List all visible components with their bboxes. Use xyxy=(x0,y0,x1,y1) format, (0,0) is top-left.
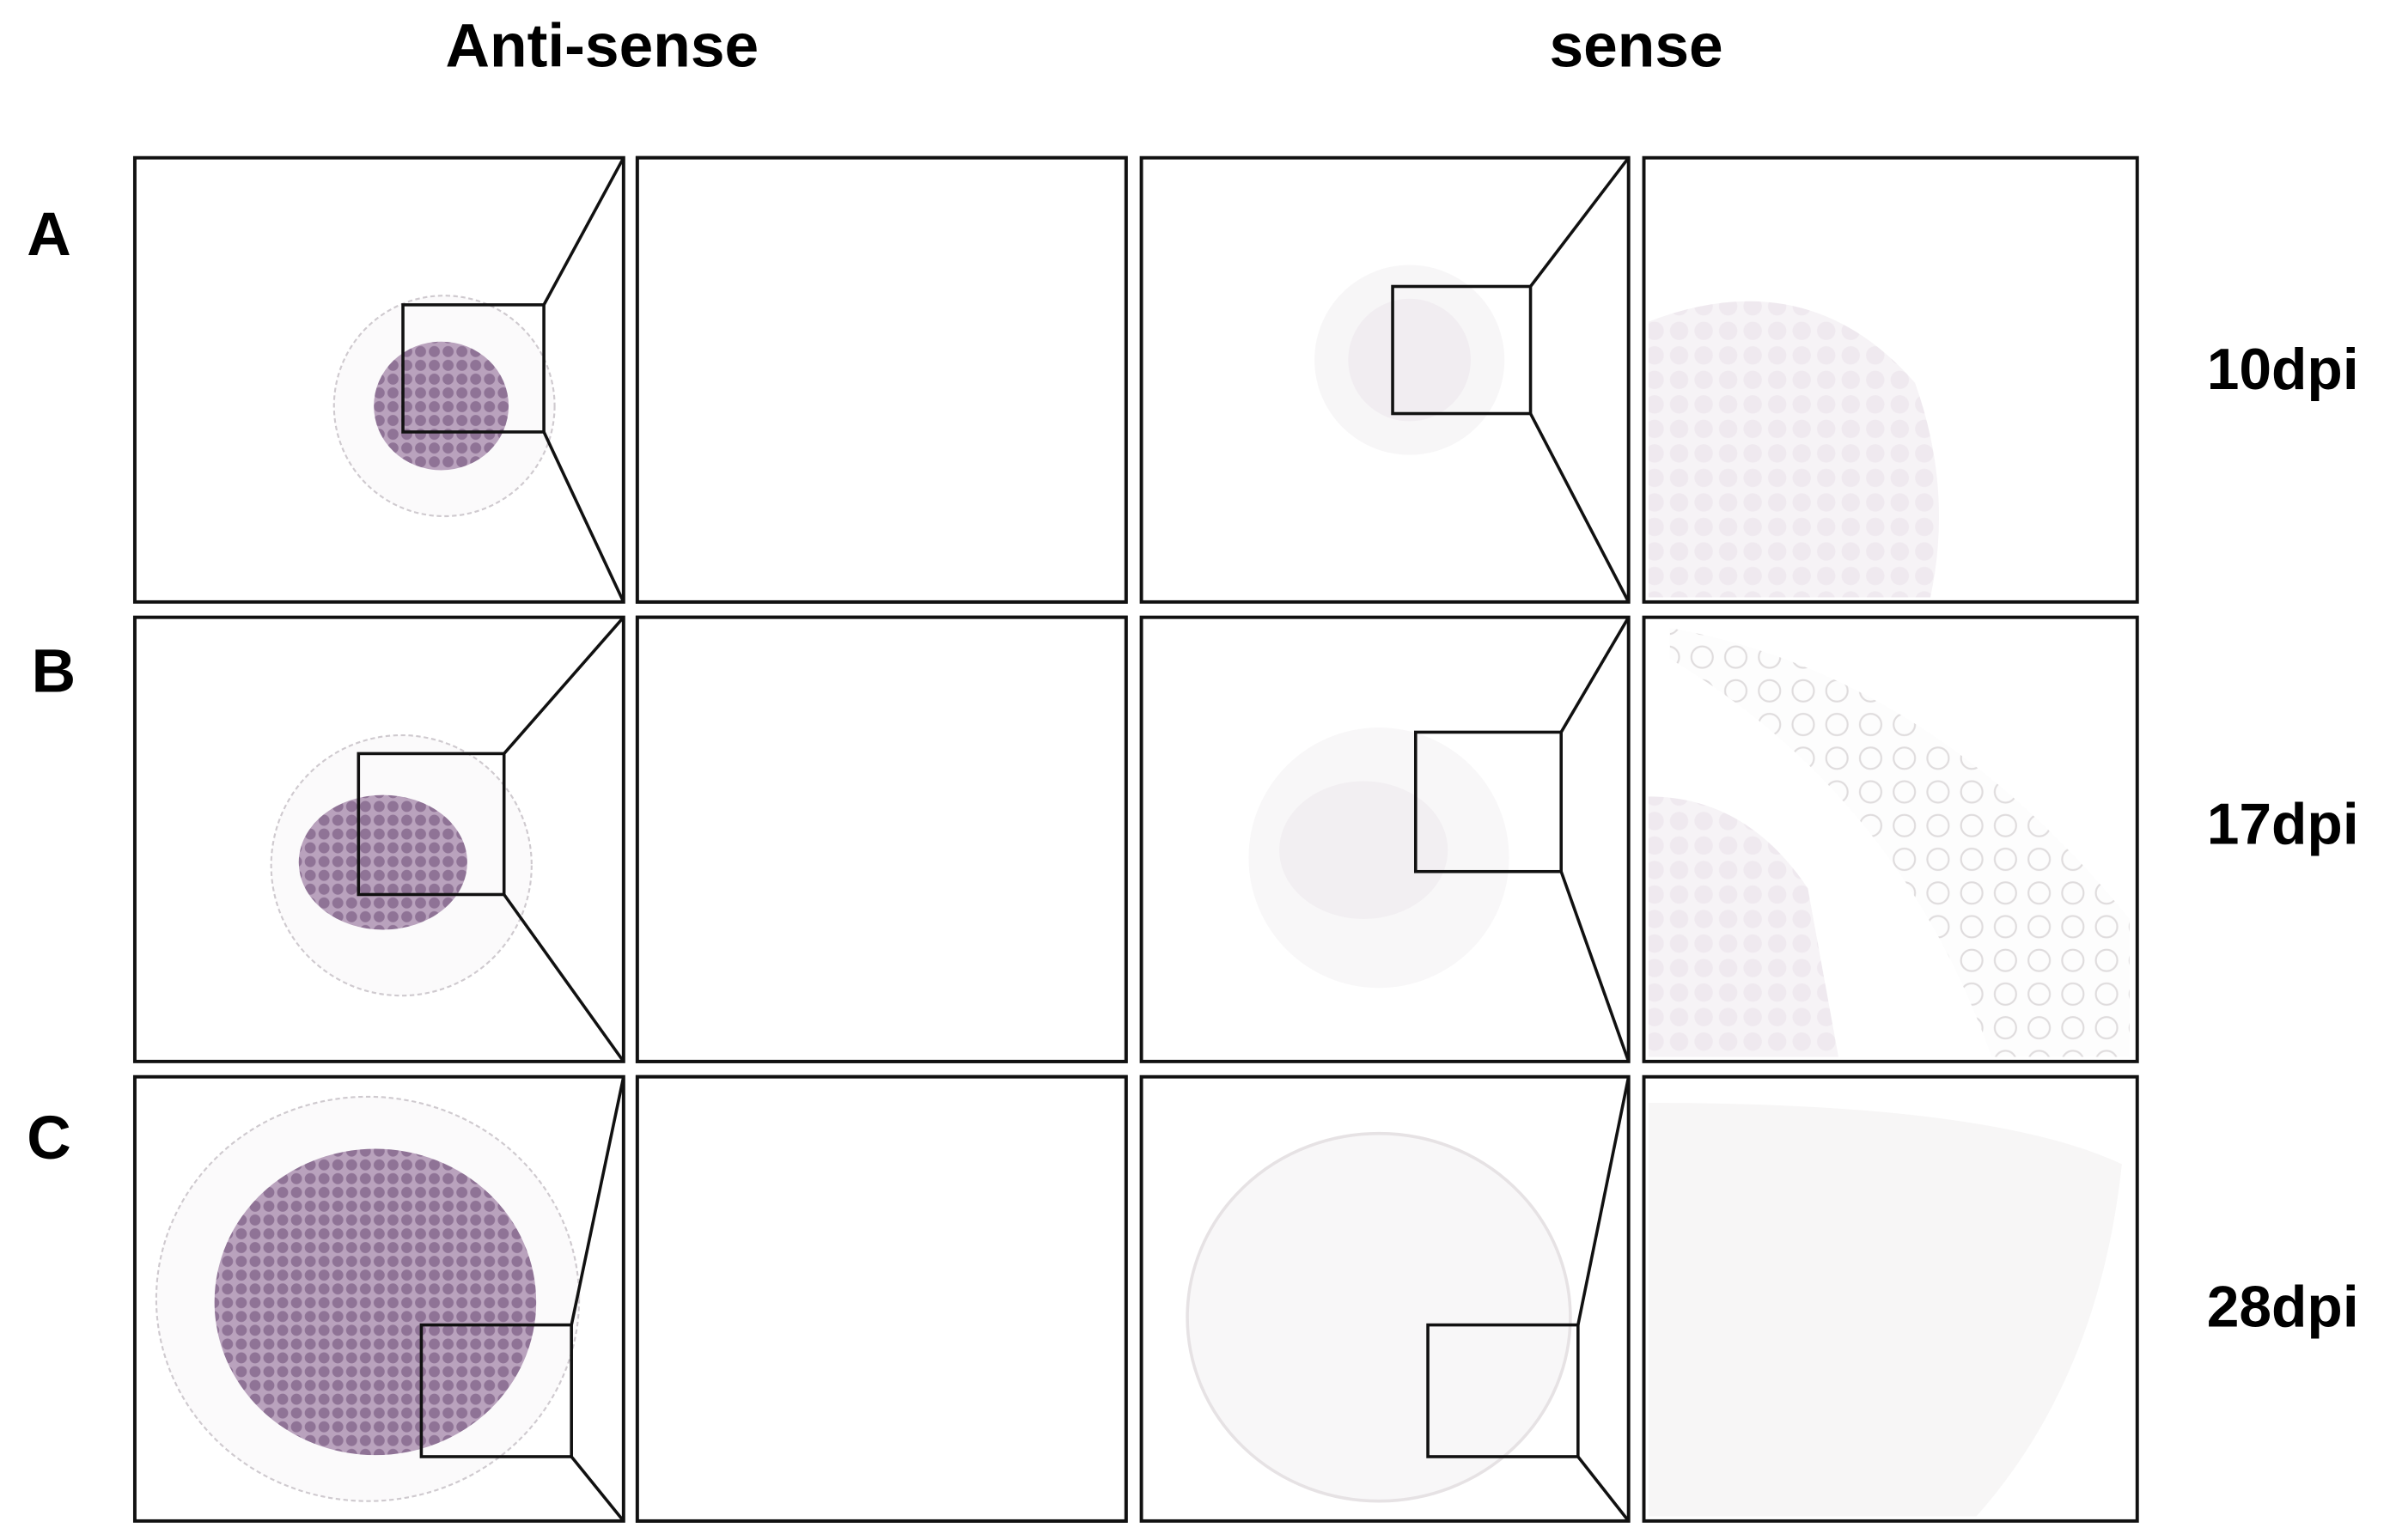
tissue-section xyxy=(1648,1103,2122,1517)
zoom-indicator xyxy=(357,752,506,897)
zoom-indicator xyxy=(1426,1323,1580,1458)
zoom-indicator xyxy=(1559,871,1631,1062)
zoom-indicator xyxy=(1391,284,1533,416)
tissue-section xyxy=(1648,301,1940,598)
time-label: 17dpi xyxy=(2207,793,2359,857)
row-label: C xyxy=(27,1104,71,1172)
column-header: Anti-sense xyxy=(446,12,759,81)
zoom-indicator xyxy=(1559,616,1631,733)
zoom-indicator xyxy=(542,156,625,306)
zoom-indicator xyxy=(1529,156,1631,288)
zoom-indicator xyxy=(401,303,546,434)
row-label: B xyxy=(32,636,76,705)
zoom-indicator xyxy=(542,431,625,603)
tissue-section xyxy=(374,341,509,471)
zoom-indicator xyxy=(1528,412,1631,603)
panel-row xyxy=(132,615,2139,1063)
image-panel xyxy=(635,615,1128,1063)
zoom-indicator xyxy=(1414,730,1563,873)
zoom-indicator xyxy=(419,1323,573,1458)
image-panel xyxy=(635,1074,1128,1523)
zoom-indicator xyxy=(503,893,625,1062)
zoom-indicator xyxy=(1576,1455,1631,1522)
tissue-section xyxy=(214,1148,537,1456)
tissue-section xyxy=(298,794,467,930)
tissue-section xyxy=(1279,781,1448,920)
row-label: A xyxy=(27,200,71,269)
zoom-indicator xyxy=(570,1076,625,1325)
tissue-section xyxy=(1669,628,2130,1057)
time-label: 28dpi xyxy=(2207,1275,2359,1339)
tissue-section xyxy=(1186,1131,1572,1503)
zoom-indicator xyxy=(503,616,625,755)
tissue-section xyxy=(1648,796,1838,1057)
image-panel xyxy=(635,155,1128,604)
panel-row xyxy=(132,155,2139,604)
time-label: 10dpi xyxy=(2207,338,2359,402)
column-header: sense xyxy=(1549,12,1722,81)
panel-row xyxy=(132,1074,2139,1523)
zoom-indicator xyxy=(1576,1076,1631,1325)
tissue-section xyxy=(1348,298,1471,422)
zoom-indicator xyxy=(570,1455,625,1522)
